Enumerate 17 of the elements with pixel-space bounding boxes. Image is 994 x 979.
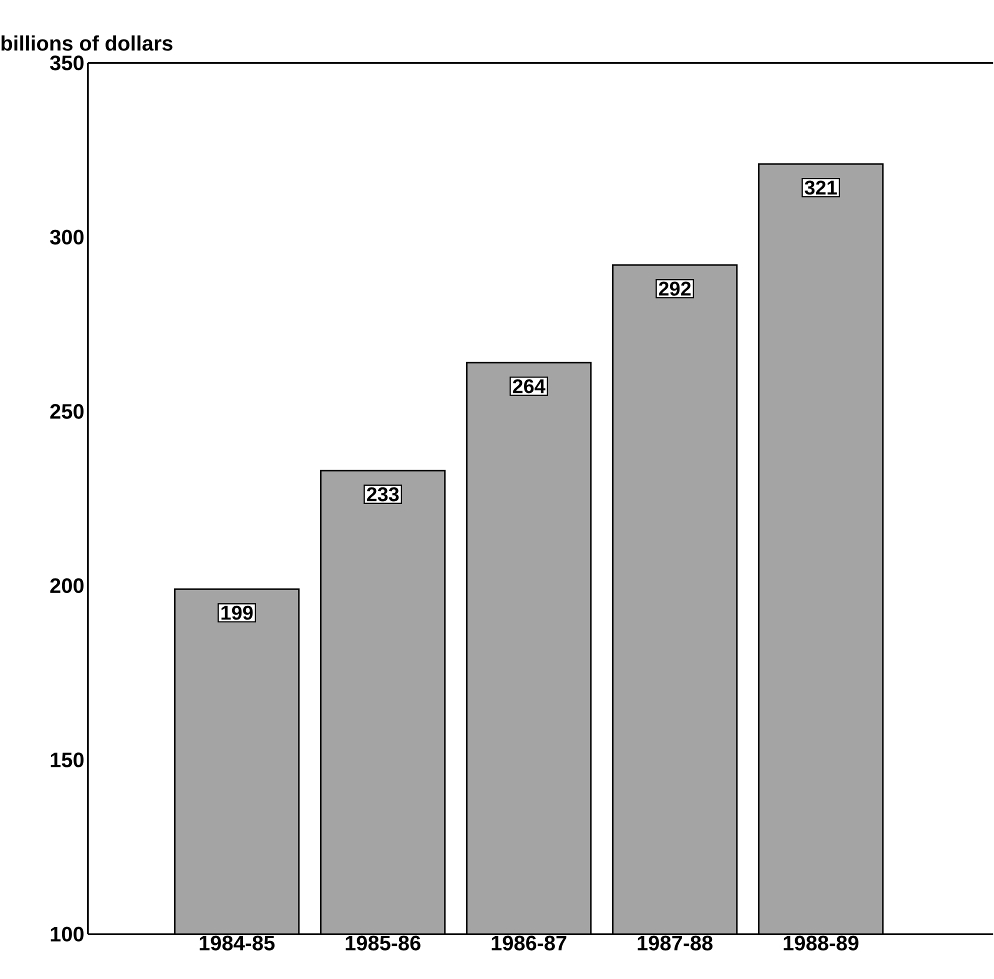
data-label: 233 xyxy=(366,487,399,502)
x-tick-label: 1988-89 xyxy=(784,936,858,950)
data-label: 321 xyxy=(804,180,837,195)
data-label: 292 xyxy=(658,282,691,296)
y-tick-label: 300 xyxy=(50,230,84,245)
data-label: 264 xyxy=(512,379,546,394)
data-label: 199 xyxy=(221,606,253,620)
y-axis-title: billions of dollars xyxy=(2,35,172,51)
y-tick-label: 350 xyxy=(50,55,84,70)
x-tick-label: 1984-85 xyxy=(200,936,275,950)
y-tick-label: 250 xyxy=(50,404,84,419)
y-tick-label: 150 xyxy=(50,752,84,768)
x-tick-label: 1986-87 xyxy=(492,936,566,950)
y-tick-label: 200 xyxy=(50,578,84,594)
y-tick-label: 100 xyxy=(50,926,84,942)
x-tick-label: 1985-86 xyxy=(346,936,420,950)
x-tick-label: 1987-88 xyxy=(638,936,713,950)
